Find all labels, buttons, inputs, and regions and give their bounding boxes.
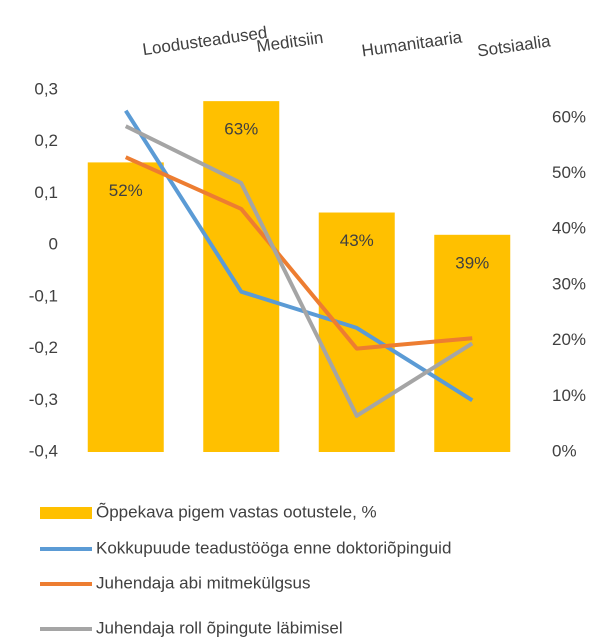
y2-tick-label: 10% [552,386,586,405]
legend-label: Juhendaja roll õpingute läbimisel [96,618,343,637]
y2-tick-label: 20% [552,330,586,349]
y-tick-label: -0,2 [29,338,58,357]
legend-label: Õppekava pigem vastas ootustele, % [96,502,377,521]
y-tick-label: 0 [49,235,58,254]
bar [203,101,280,452]
y2-tick-label: 40% [552,219,586,238]
x-tick-label: Loodusteadused [141,23,268,59]
y2-tick-label: 50% [552,163,586,182]
y-tick-label: -0,3 [29,390,58,409]
legend-label: Kokkupuude teadustööga enne doktoriõping… [96,538,451,557]
y-tick-label: -0,4 [29,441,58,460]
data-label: 52% [109,181,143,200]
line [124,155,473,351]
data-label: 43% [340,231,374,250]
y-tick-label: 0,3 [34,79,58,98]
y2-tick-label: 0% [552,441,577,460]
y-tick-label: 0,1 [34,183,58,202]
legend-label: Juhendaja abi mitmekülgsus [96,573,311,592]
x-tick-label: Sotsiaalia [476,31,552,60]
y2-tick-label: 30% [552,274,586,293]
y2-tick-label: 60% [552,107,586,126]
x-tick-label: Humanitaaria [360,27,463,60]
bar [87,162,164,452]
line [124,109,474,402]
data-label: 39% [455,253,489,272]
y-tick-label: 0,2 [34,131,58,150]
line [124,124,474,418]
data-label: 63% [224,120,258,139]
legend-swatch [40,507,92,519]
y-tick-label: -0,1 [29,286,58,305]
